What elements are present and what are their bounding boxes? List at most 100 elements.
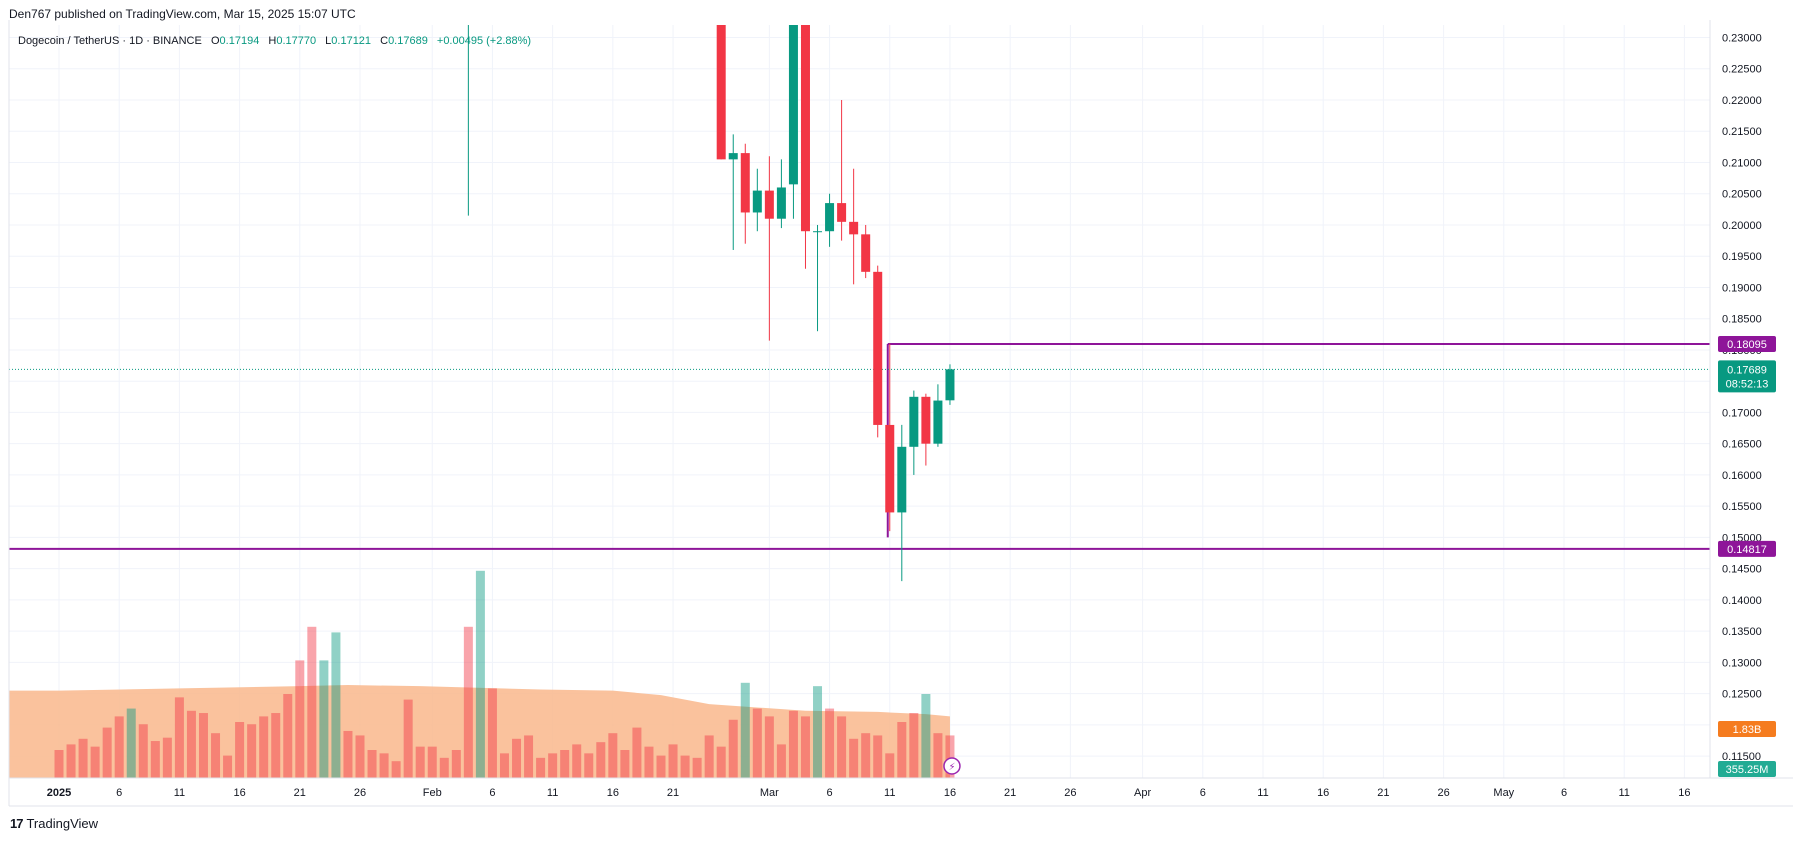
time-tick-label: Mar: [760, 787, 779, 799]
time-tick-label: Apr: [1134, 787, 1151, 799]
volume-bar: [283, 694, 293, 778]
price-tick-label: 0.18500: [1722, 314, 1762, 326]
price-tick-label: 0.14500: [1722, 564, 1762, 576]
footer-branding[interactable]: 17 TradingView: [10, 816, 98, 831]
volume-bar: [885, 753, 895, 778]
volume-bar: [198, 713, 208, 778]
candle-body: [764, 190, 774, 219]
tradingview-brand: TradingView: [26, 816, 99, 831]
volume-bar: [837, 716, 847, 778]
high-label: H: [268, 35, 277, 47]
time-tick-label: 11: [1257, 787, 1268, 799]
volume-bar: [740, 682, 750, 778]
candle-body: [825, 203, 835, 232]
time-tick-label: 16: [1317, 787, 1329, 799]
candle-body: [800, 25, 810, 232]
time-tick-label: 6: [1200, 787, 1206, 799]
time-tick-label: 6: [826, 787, 832, 799]
volume-tag-label: 1.83B: [1733, 724, 1762, 736]
volume-bar: [235, 722, 245, 778]
volume-bar: [211, 733, 221, 778]
volume-bar: [295, 660, 305, 778]
volume-bar: [90, 746, 100, 778]
volume-bar: [752, 708, 762, 778]
open-label: O: [210, 35, 220, 47]
low-label: L: [325, 35, 332, 47]
time-tick-label: 11: [547, 787, 558, 799]
time-tick-label: 16: [944, 787, 956, 799]
price-tick-label: 0.13000: [1722, 657, 1762, 669]
candle-body: [716, 25, 726, 160]
price-tick-label: 0.16500: [1722, 439, 1762, 451]
time-tick-label: 26: [1437, 787, 1449, 799]
price-tick-label: 0.22500: [1722, 64, 1762, 76]
volume-bar: [403, 699, 413, 778]
volume-bar: [560, 750, 570, 778]
volume-bar: [379, 753, 389, 778]
candle-body: [909, 396, 919, 447]
time-tick-label: 21: [294, 787, 306, 799]
volume-bar: [319, 660, 329, 778]
price-tick-label: 0.16000: [1722, 470, 1762, 482]
volume-bar: [524, 735, 534, 778]
high-value: 0.17770: [276, 35, 317, 47]
volume-bar: [644, 746, 654, 778]
price-tick-label: 0.23000: [1722, 32, 1762, 44]
time-tick-label: 11: [884, 787, 895, 799]
volume-bar: [921, 694, 931, 778]
close-label: C: [380, 35, 389, 47]
price-tick-label: 0.20500: [1722, 189, 1762, 201]
price-tick-label: 0.13500: [1722, 626, 1762, 638]
candle-body: [921, 396, 931, 444]
candle-body: [740, 153, 750, 213]
volume-bar: [572, 744, 582, 778]
volume-bar: [427, 746, 437, 778]
volume-bar: [680, 755, 690, 778]
price-tick-label: 0.20000: [1722, 220, 1762, 232]
candle-body: [788, 25, 798, 185]
candle-body: [873, 271, 883, 425]
volume-bar: [861, 733, 871, 778]
volume-bar: [536, 757, 546, 778]
volume-bar: [584, 753, 594, 778]
time-tick-label: May: [1493, 787, 1514, 799]
volume-bar: [656, 755, 666, 778]
volume-bar: [764, 716, 774, 778]
volume-bar: [512, 738, 522, 778]
volume-bar: [620, 750, 630, 778]
candle-body: [464, 0, 473, 6]
volume-ma-area: [9, 685, 950, 778]
price-tags: 0.18095 0.14817 0.17689 08:52:13 1.83B 355.25…: [1718, 336, 1776, 777]
close-value: 0.17689: [388, 35, 428, 47]
volume-bar: [463, 626, 473, 778]
candle-body: [945, 369, 955, 401]
time-tick-label: 11: [1618, 787, 1629, 799]
volume-bar: [849, 738, 859, 778]
volume-bar: [451, 750, 461, 778]
lightning-icon: [943, 757, 961, 775]
volume-bar: [776, 744, 786, 778]
volume-bar: [788, 710, 798, 778]
time-tick-label: 6: [1561, 787, 1567, 799]
volume-tag: [1718, 721, 1776, 737]
volume-bar: [331, 632, 341, 778]
lightning-glyph: ⚡: [948, 762, 955, 773]
price-tick-label: 0.17000: [1722, 407, 1762, 419]
volume-bar: [355, 735, 365, 778]
volume-bar: [825, 708, 835, 778]
publisher-caption: Den767 published on TradingView.com, Mar…: [9, 7, 356, 21]
volume-bar: [813, 686, 823, 778]
candle-body: [728, 153, 738, 160]
price-tick-label: 0.12500: [1722, 689, 1762, 701]
candle-group: [464, 0, 955, 582]
open-value: 0.17194: [219, 35, 260, 47]
volume-bar: [367, 750, 377, 778]
volume-bar: [126, 708, 136, 778]
tradingview-logo-icon: 17: [10, 816, 24, 831]
volume-pane: [9, 570, 955, 778]
symbol-name: Dogecoin / TetherUS · 1D · BINANCE: [18, 35, 202, 47]
volume-bar: [487, 688, 497, 778]
volume-bar: [548, 753, 558, 778]
level-tag-label: 0.18095: [1727, 339, 1767, 351]
